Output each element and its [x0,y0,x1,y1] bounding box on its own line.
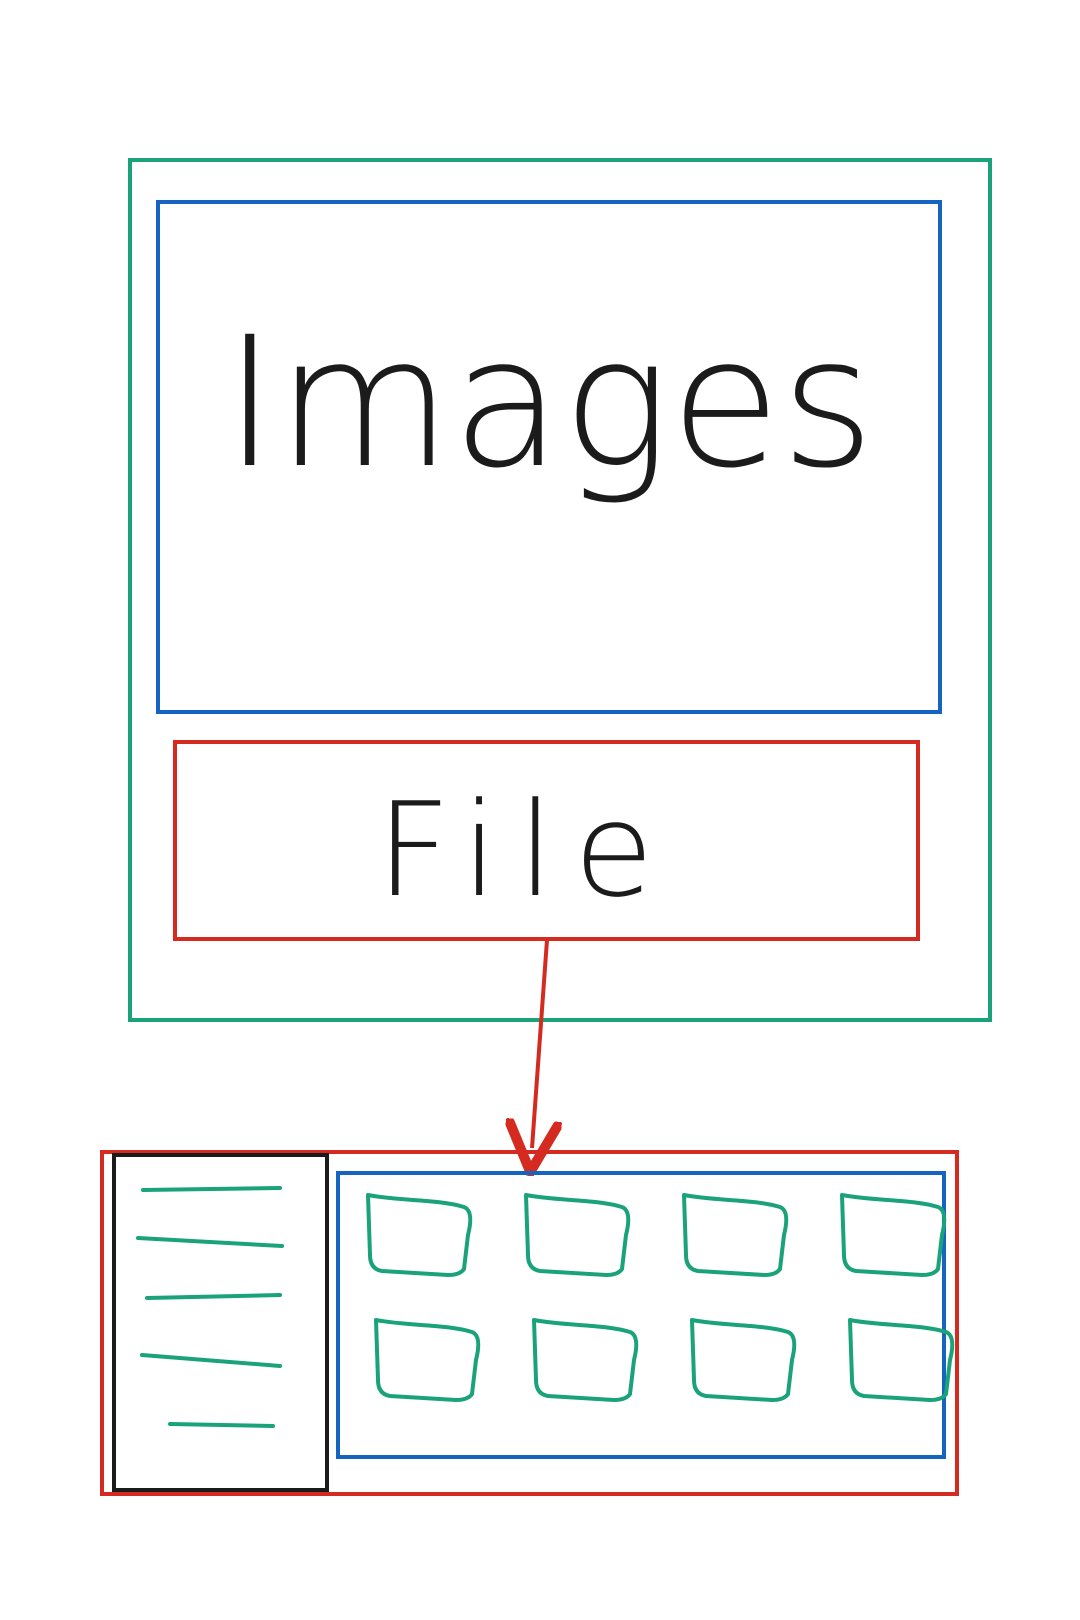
sidebar-list-item[interactable] [136,1236,284,1248]
image-thumbnail[interactable] [840,1193,947,1277]
file-button[interactable] [173,740,920,941]
image-thumbnail[interactable] [682,1193,789,1277]
image-thumbnail[interactable] [374,1318,481,1402]
sidebar-list-item[interactable] [145,1293,282,1300]
sidebar-list [136,1186,284,1428]
thumbnail-grid [366,1193,955,1402]
image-thumbnail[interactable] [690,1318,797,1402]
sidebar-list-item[interactable] [168,1422,275,1428]
image-area-label: Images [223,299,874,508]
image-thumbnail[interactable] [524,1193,631,1277]
image-thumbnail[interactable] [848,1318,955,1402]
image-area-box [156,200,942,714]
file-browser-dialog [100,1150,959,1496]
thumbnail-panel [336,1171,946,1459]
file-button-label: File [376,774,674,926]
app-window-frame [128,158,992,1022]
sidebar-list-item[interactable] [140,1353,282,1368]
sidebar-list-item[interactable] [141,1186,282,1192]
open-file-arrow [532,939,547,1148]
file-browser-sidebar [112,1153,329,1492]
image-thumbnail[interactable] [532,1318,639,1402]
image-thumbnail[interactable] [366,1193,473,1277]
